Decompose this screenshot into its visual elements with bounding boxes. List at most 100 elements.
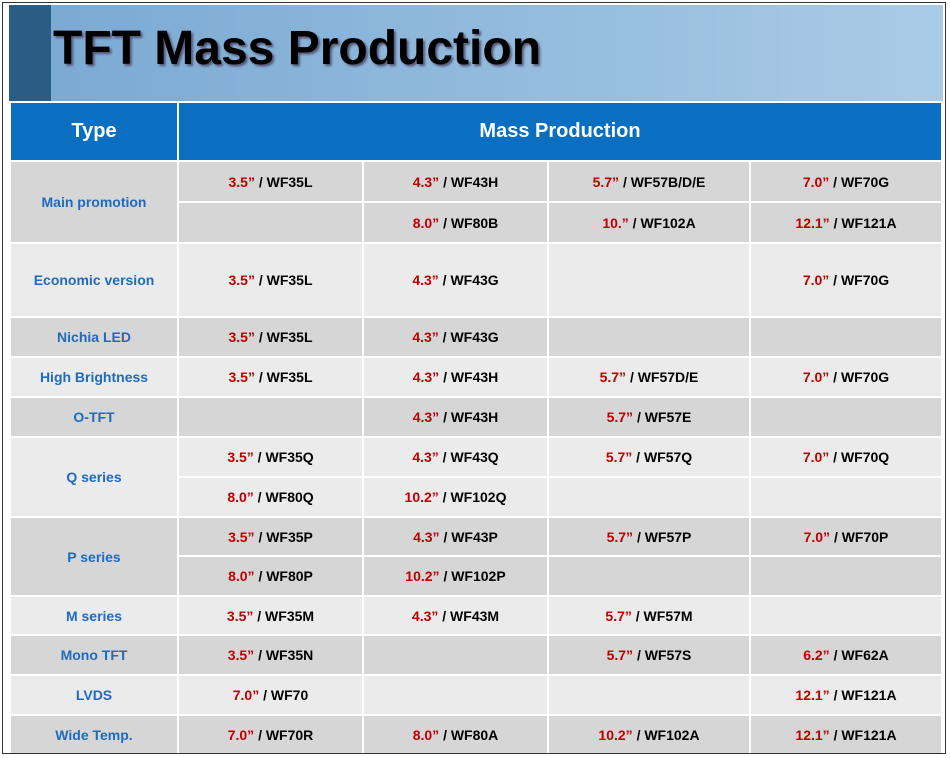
table-row: LVDS 7.0” / WF70 12.1” / WF121A: [9, 674, 943, 716]
model: / WF43H: [443, 409, 499, 425]
table-row: Q series 3.5” / WF35Q 4.3” / WF43Q 5.7” / W…: [9, 436, 943, 518]
title-accent: [9, 5, 51, 101]
table-row: Main promotion 3.5” / WF35L 4.3” / WF43H 5.…: [9, 160, 943, 244]
cell: 5.7” / WF57E: [547, 396, 751, 438]
model: / WF80A: [443, 727, 499, 743]
cell: 10.2” / WF102Q: [362, 476, 549, 518]
row-label: Q series: [9, 436, 179, 518]
size: 7.0”: [802, 272, 830, 288]
size: 8.0”: [227, 489, 254, 505]
model: / WF35N: [258, 647, 314, 663]
row-label: Mono TFT: [9, 634, 179, 676]
size: 6.2”: [803, 647, 830, 663]
cell: 5.7” / WF57M: [547, 595, 751, 636]
size: 3.5”: [227, 647, 255, 663]
model: / WF35L: [258, 173, 313, 190]
model: / WF102Q: [442, 489, 507, 505]
cell: [177, 396, 364, 438]
model: / WF57M: [635, 607, 693, 624]
model: / WF57B/D/E: [622, 173, 706, 190]
column-header: Type: [9, 101, 179, 162]
cell: [362, 634, 549, 676]
cell: [177, 201, 364, 244]
size: 5.7”: [606, 409, 634, 425]
title-bar: [9, 5, 943, 101]
cell: [362, 674, 549, 716]
size: 4.3”: [412, 173, 440, 190]
cell: [547, 476, 751, 518]
table-row: Economic version 3.5” / WF35L 4.3” / WF43G…: [9, 242, 943, 318]
model: / WF35L: [258, 329, 313, 345]
size: 4.3”: [412, 449, 439, 465]
model: / WF102A: [636, 727, 700, 743]
size: 3.5”: [228, 173, 255, 190]
size: 10.”: [602, 214, 629, 231]
size: 10.2”: [404, 489, 439, 505]
production-table: Type Mass Production Main promotion 3.5” …: [9, 101, 943, 753]
model: / WF62A: [833, 647, 889, 663]
cell: 4.3” / WF43G: [362, 242, 549, 318]
model: / WF102P: [443, 568, 506, 584]
cell: 4.3” / WF43G: [362, 316, 549, 358]
model: / WF70R: [258, 727, 314, 743]
model: / WF57P: [636, 528, 692, 545]
size: 4.3”: [411, 607, 439, 624]
cell: 5.7” / WF57S: [547, 634, 751, 676]
size: 12.1”: [795, 214, 830, 231]
size: 4.3”: [412, 272, 439, 288]
row-label: High Brightness: [9, 356, 179, 398]
cell: 7.0” / WF70: [177, 674, 364, 716]
cell: 4.3” / WF43H: [362, 396, 549, 438]
cell: 3.5” / WF35L: [177, 242, 364, 318]
row-label: P series: [9, 516, 179, 597]
cell: [749, 316, 943, 358]
model: / WF35P: [258, 528, 313, 545]
cell: 12.1” / WF121A: [749, 674, 943, 716]
model: / WF57S: [636, 647, 692, 663]
cell: 5.7” / WF57D/E: [547, 356, 751, 398]
cell: 3.5” / WF35N: [177, 634, 364, 676]
model: / WF102A: [632, 214, 696, 231]
cell: 3.5” / WF35L: [177, 356, 364, 398]
model: / WF70G: [833, 369, 890, 385]
cell: [749, 595, 943, 636]
size: 3.5”: [228, 272, 255, 288]
model: / WF70Q: [833, 449, 890, 465]
size: 10.2”: [405, 568, 440, 584]
model: / WF43P: [443, 528, 498, 545]
cell: 3.5” / WF35Q: [177, 436, 364, 478]
size: 7.0”: [802, 369, 830, 385]
model: / WF80Q: [257, 489, 314, 505]
table-row: High Brightness 3.5” / WF35L 4.3” / WF43H 5…: [9, 356, 943, 398]
row-label: Wide Temp.: [9, 714, 179, 753]
model: / WF43M: [442, 607, 500, 624]
table-row: 8.0” / WF80Q 10.2” / WF102Q: [10, 476, 943, 518]
column-header: Mass Production: [177, 101, 943, 162]
model: / WF80P: [258, 568, 313, 584]
size: 4.3”: [412, 329, 439, 345]
model: / WF70G: [833, 272, 890, 288]
model: / WF43Q: [442, 449, 499, 465]
cell: 3.5” / WF35L: [177, 160, 364, 203]
size: 5.7”: [599, 369, 627, 385]
cell: 7.0” / WF70Q: [749, 436, 943, 478]
size: 4.3”: [413, 528, 440, 545]
row-label: LVDS: [9, 674, 179, 716]
table-row: 8.0” / WF80P 10.2” / WF102P: [10, 555, 943, 597]
size: 7.0”: [227, 727, 255, 743]
size: 7.0”: [802, 173, 830, 190]
model: / WF57Q: [636, 449, 693, 465]
cell: 3.5” / WF35L: [177, 316, 364, 358]
cell: 3.5” / WF35M: [177, 595, 364, 636]
size: 12.1”: [795, 727, 830, 743]
model: / WF35M: [257, 607, 315, 624]
cell: 10.2” / WF102A: [547, 714, 751, 753]
model: / WF43H: [443, 369, 499, 385]
model: / WF35Q: [257, 449, 314, 465]
size: 3.5”: [228, 369, 255, 385]
size: 4.3”: [412, 409, 440, 425]
title: TFT Mass Production: [53, 22, 542, 75]
cell: 3.5” / WF35P: [177, 516, 364, 557]
cell: 6.2” / WF62A: [749, 634, 943, 676]
